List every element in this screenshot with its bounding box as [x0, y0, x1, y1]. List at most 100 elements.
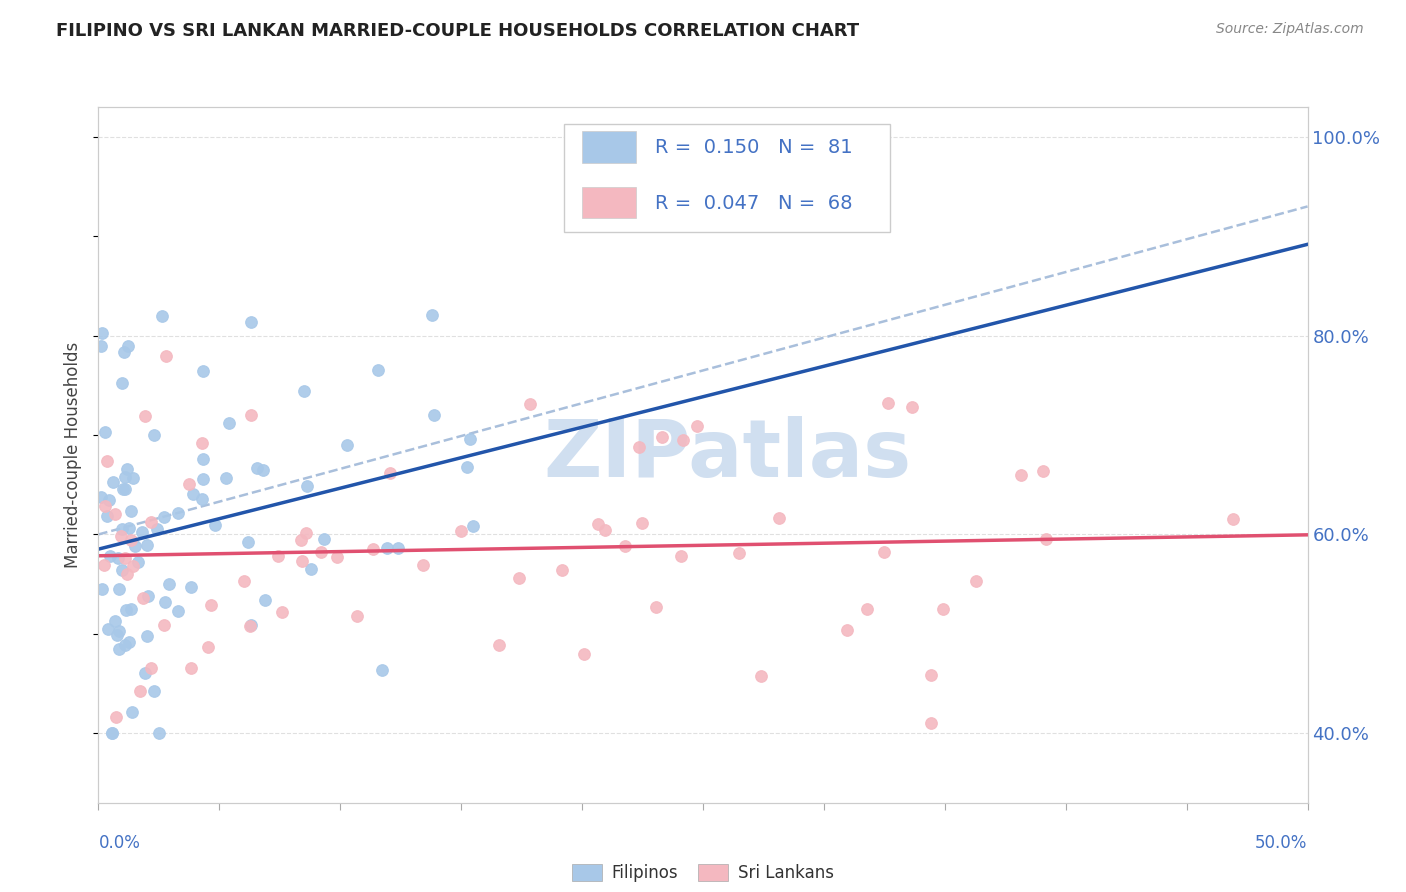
Point [153, 510, 176, 524]
Point [104, 508, 127, 522]
Point [1222, 512, 1244, 526]
Point [336, 438, 359, 452]
Point [253, 593, 276, 607]
Point [96, 454, 118, 468]
Point [294, 526, 316, 541]
Point [135, 538, 157, 552]
Point [876, 395, 898, 409]
Point [111, 376, 134, 391]
Point [420, 308, 443, 322]
Point [146, 522, 169, 536]
Point [920, 716, 942, 731]
Point [727, 546, 749, 560]
Point [291, 554, 314, 568]
Point [105, 628, 128, 642]
Point [686, 419, 709, 434]
Point [107, 624, 129, 638]
Point [314, 532, 336, 546]
Point [463, 519, 485, 533]
Point [1010, 468, 1032, 483]
Point [104, 614, 127, 628]
Text: R =  0.150   N =  81: R = 0.150 N = 81 [655, 138, 852, 157]
Text: R =  0.047   N =  68: R = 0.047 N = 68 [655, 194, 852, 212]
Point [114, 550, 136, 565]
Point [551, 563, 574, 577]
Point [749, 669, 772, 683]
Point [218, 417, 240, 431]
Point [167, 604, 190, 618]
Point [132, 591, 155, 605]
Point [111, 483, 134, 497]
Point [423, 409, 446, 423]
Point [371, 663, 394, 677]
Point [107, 642, 129, 657]
Point [152, 617, 174, 632]
Point [233, 574, 256, 589]
Point [114, 638, 136, 652]
Point [121, 559, 143, 574]
Point [387, 541, 409, 556]
Text: 0.0%: 0.0% [98, 834, 141, 852]
Point [120, 533, 142, 547]
Point [239, 618, 262, 632]
Point [94, 500, 117, 514]
Point [117, 339, 139, 353]
Point [197, 640, 219, 655]
Point [450, 524, 472, 538]
Point [246, 461, 269, 475]
Point [180, 661, 202, 675]
Point [181, 486, 204, 500]
Point [900, 400, 922, 414]
Point [97, 622, 120, 636]
Point [96, 508, 118, 523]
Point [412, 558, 434, 573]
Point [309, 545, 332, 559]
FancyBboxPatch shape [564, 124, 890, 232]
Point [458, 432, 481, 446]
Point [292, 384, 315, 398]
Point [669, 549, 692, 563]
Point [90, 326, 112, 341]
Point [93, 425, 115, 440]
Point [124, 539, 146, 553]
Point [252, 462, 274, 476]
Point [117, 635, 139, 649]
Point [215, 471, 238, 485]
Point [93, 558, 115, 572]
Point [191, 435, 214, 450]
Point [148, 726, 170, 740]
Point [873, 544, 896, 558]
Point [519, 397, 541, 411]
Point [586, 517, 609, 532]
Point [111, 523, 134, 537]
Point [932, 602, 955, 616]
Point [326, 549, 349, 564]
Legend: Filipinos, Sri Lankans: Filipinos, Sri Lankans [565, 857, 841, 888]
Point [180, 580, 202, 594]
Point [630, 516, 652, 530]
Point [131, 524, 153, 539]
Point [200, 598, 222, 612]
Point [240, 617, 263, 632]
Point [104, 710, 127, 724]
Bar [582, 187, 637, 219]
Point [98, 549, 121, 563]
Point [456, 459, 478, 474]
Point [672, 434, 695, 448]
Point [142, 683, 165, 698]
Point [115, 462, 138, 476]
Point [110, 563, 132, 577]
Point [122, 471, 145, 485]
Point [120, 602, 142, 616]
Point [574, 647, 596, 661]
Point [129, 683, 152, 698]
Point [191, 451, 214, 466]
Point [488, 638, 510, 652]
Point [1032, 464, 1054, 478]
Text: ZIPatlas: ZIPatlas [543, 416, 911, 494]
Point [290, 533, 312, 547]
Point [295, 479, 318, 493]
Text: Source: ZipAtlas.com: Source: ZipAtlas.com [1216, 22, 1364, 37]
Point [299, 562, 322, 576]
Point [155, 349, 177, 363]
